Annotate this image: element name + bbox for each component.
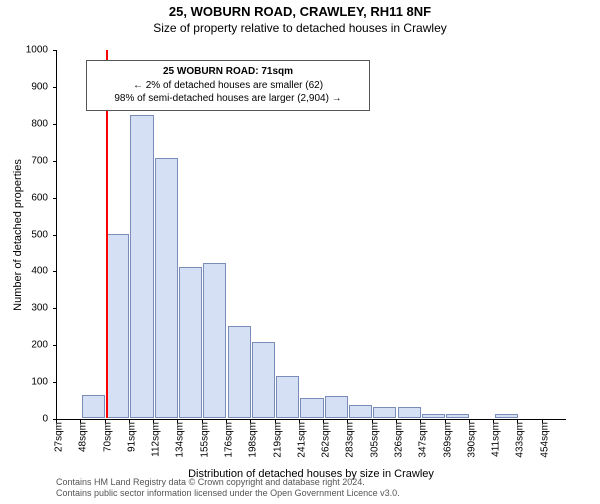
- histogram-bar: [422, 414, 445, 418]
- x-tick-label: 176sqm: [224, 422, 235, 458]
- y-tick-label: 200: [18, 340, 48, 351]
- y-tick-label: 0: [18, 414, 48, 425]
- x-tick-label: 390sqm: [466, 422, 477, 458]
- histogram-bar: [325, 396, 348, 418]
- x-tick-label: 347sqm: [418, 422, 429, 458]
- histogram-bar: [82, 395, 105, 418]
- x-tick-label: 48sqm: [78, 422, 89, 452]
- histogram-bar: [373, 407, 396, 418]
- y-tick-label: 900: [18, 81, 48, 92]
- histogram-bar: [349, 405, 372, 418]
- histogram-bar: [106, 234, 129, 419]
- x-tick-label: 134sqm: [175, 422, 186, 458]
- annotation-title: 25 WOBURN ROAD: 71sqm: [93, 65, 363, 79]
- y-tick-mark: [53, 161, 57, 162]
- x-tick-label: 326sqm: [394, 422, 405, 458]
- histogram-bar: [203, 263, 226, 418]
- y-tick-label: 800: [18, 118, 48, 129]
- x-tick-label: 262sqm: [321, 422, 332, 458]
- annotation-larger: 98% of semi-detached houses are larger (…: [93, 92, 363, 106]
- x-tick-label: 454sqm: [539, 422, 550, 458]
- y-tick-label: 300: [18, 303, 48, 314]
- x-tick-label: 198sqm: [248, 422, 259, 458]
- y-tick-mark: [53, 87, 57, 88]
- y-tick-mark: [53, 124, 57, 125]
- histogram-bar: [155, 158, 178, 418]
- y-tick-label: 500: [18, 229, 48, 240]
- histogram-bar: [252, 342, 275, 418]
- histogram-bar: [228, 326, 251, 418]
- x-tick-label: 70sqm: [102, 422, 113, 452]
- x-tick-label: 433sqm: [515, 422, 526, 458]
- y-tick-label: 1000: [18, 45, 48, 56]
- x-tick-label: 27sqm: [54, 422, 65, 452]
- histogram-bar: [276, 376, 299, 418]
- x-tick-label: 155sqm: [199, 422, 210, 458]
- chart-title-sub: Size of property relative to detached ho…: [0, 21, 600, 35]
- y-tick-label: 400: [18, 266, 48, 277]
- histogram-bar: [179, 267, 202, 418]
- histogram-bar: [446, 414, 469, 418]
- chart-title-address: 25, WOBURN ROAD, CRAWLEY, RH11 8NF: [0, 4, 600, 19]
- histogram-bar: [300, 398, 323, 418]
- x-tick-label: 91sqm: [126, 422, 137, 452]
- footer-line-2: Contains public sector information licen…: [56, 488, 400, 500]
- annotation-smaller: ← 2% of detached houses are smaller (62): [93, 79, 363, 93]
- x-tick-label: 411sqm: [491, 422, 502, 457]
- x-tick-label: 369sqm: [442, 422, 453, 458]
- y-tick-mark: [53, 271, 57, 272]
- footer-attribution: Contains HM Land Registry data © Crown c…: [56, 477, 400, 500]
- y-tick-mark: [53, 235, 57, 236]
- histogram-bar: [495, 414, 518, 418]
- y-tick-mark: [53, 308, 57, 309]
- y-tick-mark: [53, 382, 57, 383]
- y-tick-mark: [53, 50, 57, 51]
- x-tick-label: 112sqm: [151, 422, 162, 457]
- histogram-bar: [398, 407, 421, 418]
- histogram-bar: [130, 115, 153, 418]
- y-tick-mark: [53, 198, 57, 199]
- y-tick-label: 100: [18, 377, 48, 388]
- footer-line-1: Contains HM Land Registry data © Crown c…: [56, 477, 400, 489]
- y-tick-label: 700: [18, 155, 48, 166]
- y-tick-label: 600: [18, 192, 48, 203]
- x-tick-label: 219sqm: [272, 422, 283, 458]
- x-tick-label: 283sqm: [345, 422, 356, 458]
- x-tick-label: 305sqm: [369, 422, 380, 458]
- x-tick-label: 241sqm: [296, 422, 307, 458]
- annotation-box: 25 WOBURN ROAD: 71sqm ← 2% of detached h…: [86, 60, 370, 111]
- y-tick-mark: [53, 345, 57, 346]
- chart-area: Number of detached properties Distributi…: [56, 50, 566, 420]
